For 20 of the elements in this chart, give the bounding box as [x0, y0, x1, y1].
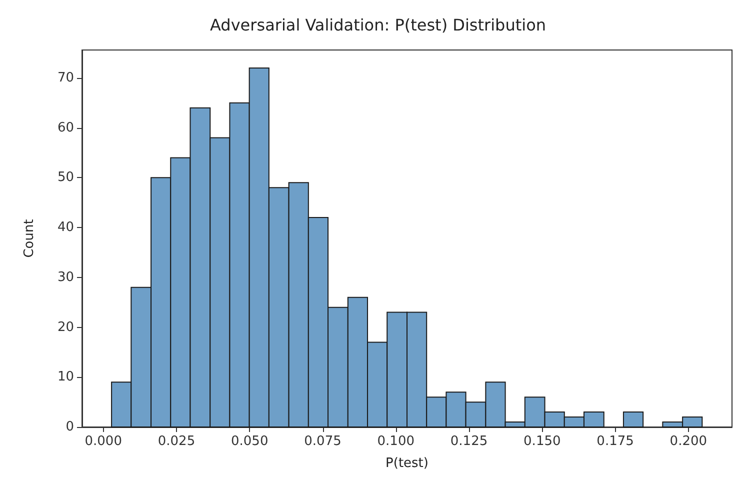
x-tick-label: 0.000 [84, 434, 122, 449]
y-tick-label: 40 [57, 220, 74, 236]
x-tick-label: 0.100 [377, 434, 414, 449]
x-tick-label: 0.175 [596, 434, 634, 449]
x-tick-label: 0.125 [450, 434, 488, 449]
y-tick-label: 0 [66, 420, 74, 434]
y-tick-label: 60 [57, 120, 74, 136]
x-tick-label: 0.050 [231, 434, 268, 449]
y-tick-label: 30 [57, 270, 74, 285]
x-tick-label: 0.075 [304, 434, 342, 449]
x-axis-title: P(test) [386, 456, 428, 471]
y-axis-title: Count [22, 219, 37, 258]
x-tick-label: 0.200 [670, 434, 708, 449]
x-tick-label: 0.150 [524, 434, 561, 449]
x-tick-label: 0.025 [158, 434, 196, 449]
y-tick-label: 70 [57, 70, 74, 86]
chart-title: Adversarial Validation: P(test) Distribution [210, 16, 546, 34]
y-tick-label: 10 [57, 370, 74, 385]
y-tick-label: 50 [57, 170, 74, 186]
y-tick-label: 20 [57, 320, 74, 335]
